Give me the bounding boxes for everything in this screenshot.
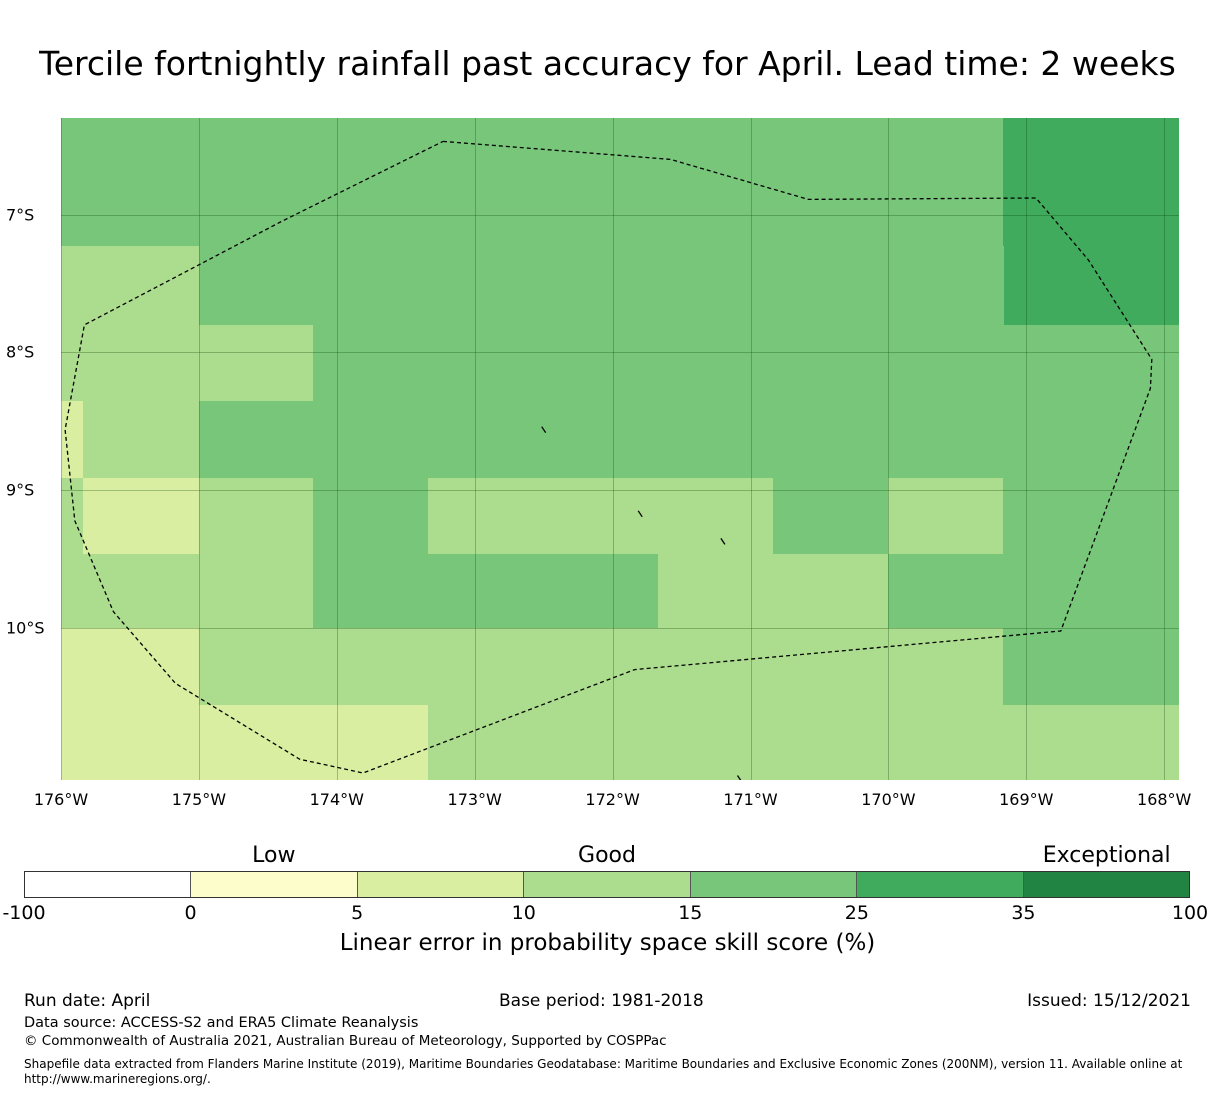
grid-cell-0 (61, 118, 200, 247)
grid-cell-20 (658, 553, 890, 629)
grid-cell-7 (61, 400, 84, 479)
grid-cell-13 (313, 477, 429, 555)
grid-cell-16 (888, 477, 1004, 555)
lat-tick-label: 8°S (6, 342, 35, 362)
lon-tick-label: 174°W (309, 790, 364, 809)
lon-tick-label: 173°W (447, 790, 502, 809)
colorbar-segment-4 (690, 872, 858, 897)
category-label-low: Low (252, 843, 296, 868)
grid-cell-23 (198, 628, 1004, 707)
colorbar-segment-5 (857, 872, 1024, 897)
island-outline (736, 775, 742, 780)
page-title: Tercile fortnightly rainfall past accura… (39, 44, 1176, 83)
colorbar-segment-6 (1023, 872, 1189, 897)
shapefile-credit: Shapefile data extracted from Flanders M… (24, 1057, 1183, 1071)
meridian-line (750, 118, 752, 780)
colorbar-segment-0 (25, 872, 192, 897)
grid-cell-4 (198, 246, 1004, 327)
meridian-line (61, 118, 62, 780)
grid-cell-11 (83, 477, 201, 555)
colorbar-segment-1 (191, 872, 358, 897)
meridian-line (336, 118, 338, 780)
grid-cell-19 (313, 553, 660, 629)
base-period: Base period: 1981-2018 (499, 991, 704, 1011)
data-source: Data source: ACCESS-S2 and ERA5 Climate … (24, 1015, 419, 1031)
grid-cell-5 (198, 324, 314, 402)
lat-tick-label: 7°S (6, 205, 35, 225)
colorbar-tick-label: -100 (2, 902, 46, 924)
meridian-line (1026, 118, 1028, 780)
grid-cell-6 (313, 324, 1179, 402)
grid-cell-8 (83, 400, 201, 479)
map-overlay (64, 140, 1153, 780)
run-date: Run date: April (24, 991, 151, 1011)
issued-date: Issued: 15/12/2021 (1027, 991, 1191, 1011)
shapefile-url: http://www.marineregions.org/. (24, 1072, 211, 1086)
grid-cell-26 (427, 705, 1179, 780)
colorbar-tick-label: 5 (351, 902, 364, 924)
grid-cell-25 (198, 705, 429, 780)
colorbar-tick-label: 15 (678, 902, 703, 924)
grid-cell-22 (61, 628, 200, 780)
colorbar-segment-3 (524, 872, 691, 897)
island-outline (541, 426, 547, 434)
island-outline (637, 510, 643, 518)
parallel-line (61, 352, 1179, 354)
lat-tick-label: 10°S (6, 618, 45, 638)
eez-boundary (64, 140, 1153, 774)
grid-cell-14 (427, 477, 774, 555)
colorbar-tick-label: 10 (511, 902, 536, 924)
copyright-notice: © Commonwealth of Australia 2021, Austra… (24, 1033, 667, 1049)
island-outline (720, 538, 726, 545)
meridian-line (198, 118, 200, 780)
grid-cell-15 (772, 477, 890, 555)
grid-cell-2 (1002, 118, 1179, 326)
lon-tick-label: 175°W (171, 790, 227, 809)
lon-tick-label: 168°W (1137, 790, 1192, 809)
lon-tick-label: 176°W (33, 790, 89, 809)
grid-cell-17 (1002, 477, 1179, 555)
grid-cell-9 (198, 400, 1179, 479)
meridian-line (474, 118, 476, 780)
category-label-good: Good (578, 843, 636, 868)
map-panel (61, 118, 1179, 780)
lon-tick-label: 171°W (723, 790, 778, 809)
lat-tick-label: 9°S (6, 480, 35, 500)
grid-cell-3 (61, 246, 200, 402)
meridian-line (888, 118, 890, 780)
grid-cell-21 (888, 553, 1179, 629)
meridian-line (612, 118, 614, 780)
colorbar-tick-label: 0 (184, 902, 197, 924)
grid-cell-24 (1002, 628, 1179, 707)
parallel-line (61, 490, 1179, 492)
grid-cell-18 (61, 553, 314, 629)
grid-cell-12 (198, 477, 314, 555)
meridian-line (1164, 118, 1166, 780)
lon-tick-label: 172°W (585, 790, 640, 809)
colorbar-tick-label: 35 (1011, 902, 1036, 924)
colorbar-tick-label: 25 (844, 902, 869, 924)
colorbar-label: Linear error in probability space skill … (339, 930, 876, 956)
parallel-line (61, 214, 1179, 216)
colorbar-segment-2 (357, 872, 525, 897)
lon-tick-label: 170°W (861, 790, 916, 809)
parallel-line (61, 628, 1179, 630)
grid-cell-10 (61, 477, 84, 555)
colorbar-tick-label: 100 (1171, 902, 1209, 924)
lon-tick-label: 169°W (999, 790, 1054, 809)
category-label-exceptional: Exceptional (1042, 843, 1171, 868)
grid-cell-1 (198, 118, 1004, 247)
colorbar (24, 871, 1190, 898)
